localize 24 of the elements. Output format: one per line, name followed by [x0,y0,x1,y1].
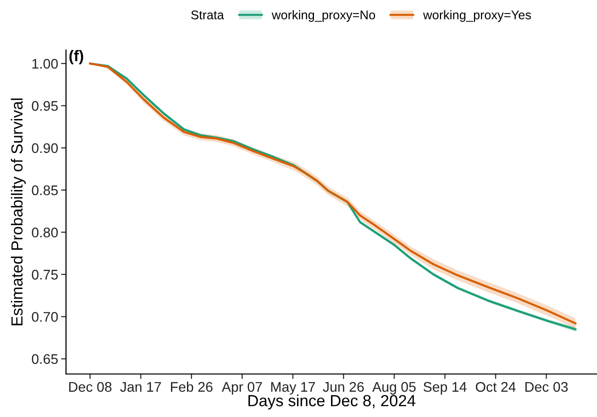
y-tick-label: 0.85 [32,185,58,196]
legend-title: Strata [191,10,224,20]
x-tick-label: Dec 03 [525,382,568,392]
legend-label: working_proxy=Yes [423,10,531,22]
chart-title: (f) [69,50,84,64]
y-tick-label: 0.65 [32,354,58,364]
x-axis-title: Days since Dec 8, 2024 [248,394,416,410]
x-tick-label: May 17 [271,382,315,395]
y-tick-label: 0.70 [32,312,58,322]
x-tick-label: Feb 26 [170,382,212,392]
y-tick-label: 1.00 [32,58,58,69]
legend-label: working_proxy=No [272,10,376,22]
x-tick-label: Jan 17 [120,382,161,392]
y-tick-label: 0.80 [32,228,58,238]
x-tick-label: Dec 08 [69,382,112,392]
y-tick-label: 0.90 [32,143,58,154]
y-tick-label: 0.75 [32,270,58,280]
x-tick-label: Jun 26 [322,382,364,392]
x-tick-label: Apr 07 [222,382,262,395]
x-tick-label: Oct 24 [476,382,516,392]
y-axis-title: Estimated Probability of Survival [10,98,26,326]
x-tick-label: Sep 14 [424,382,467,395]
x-tick-label: Aug 05 [372,382,416,395]
y-tick-label: 0.95 [32,101,58,111]
